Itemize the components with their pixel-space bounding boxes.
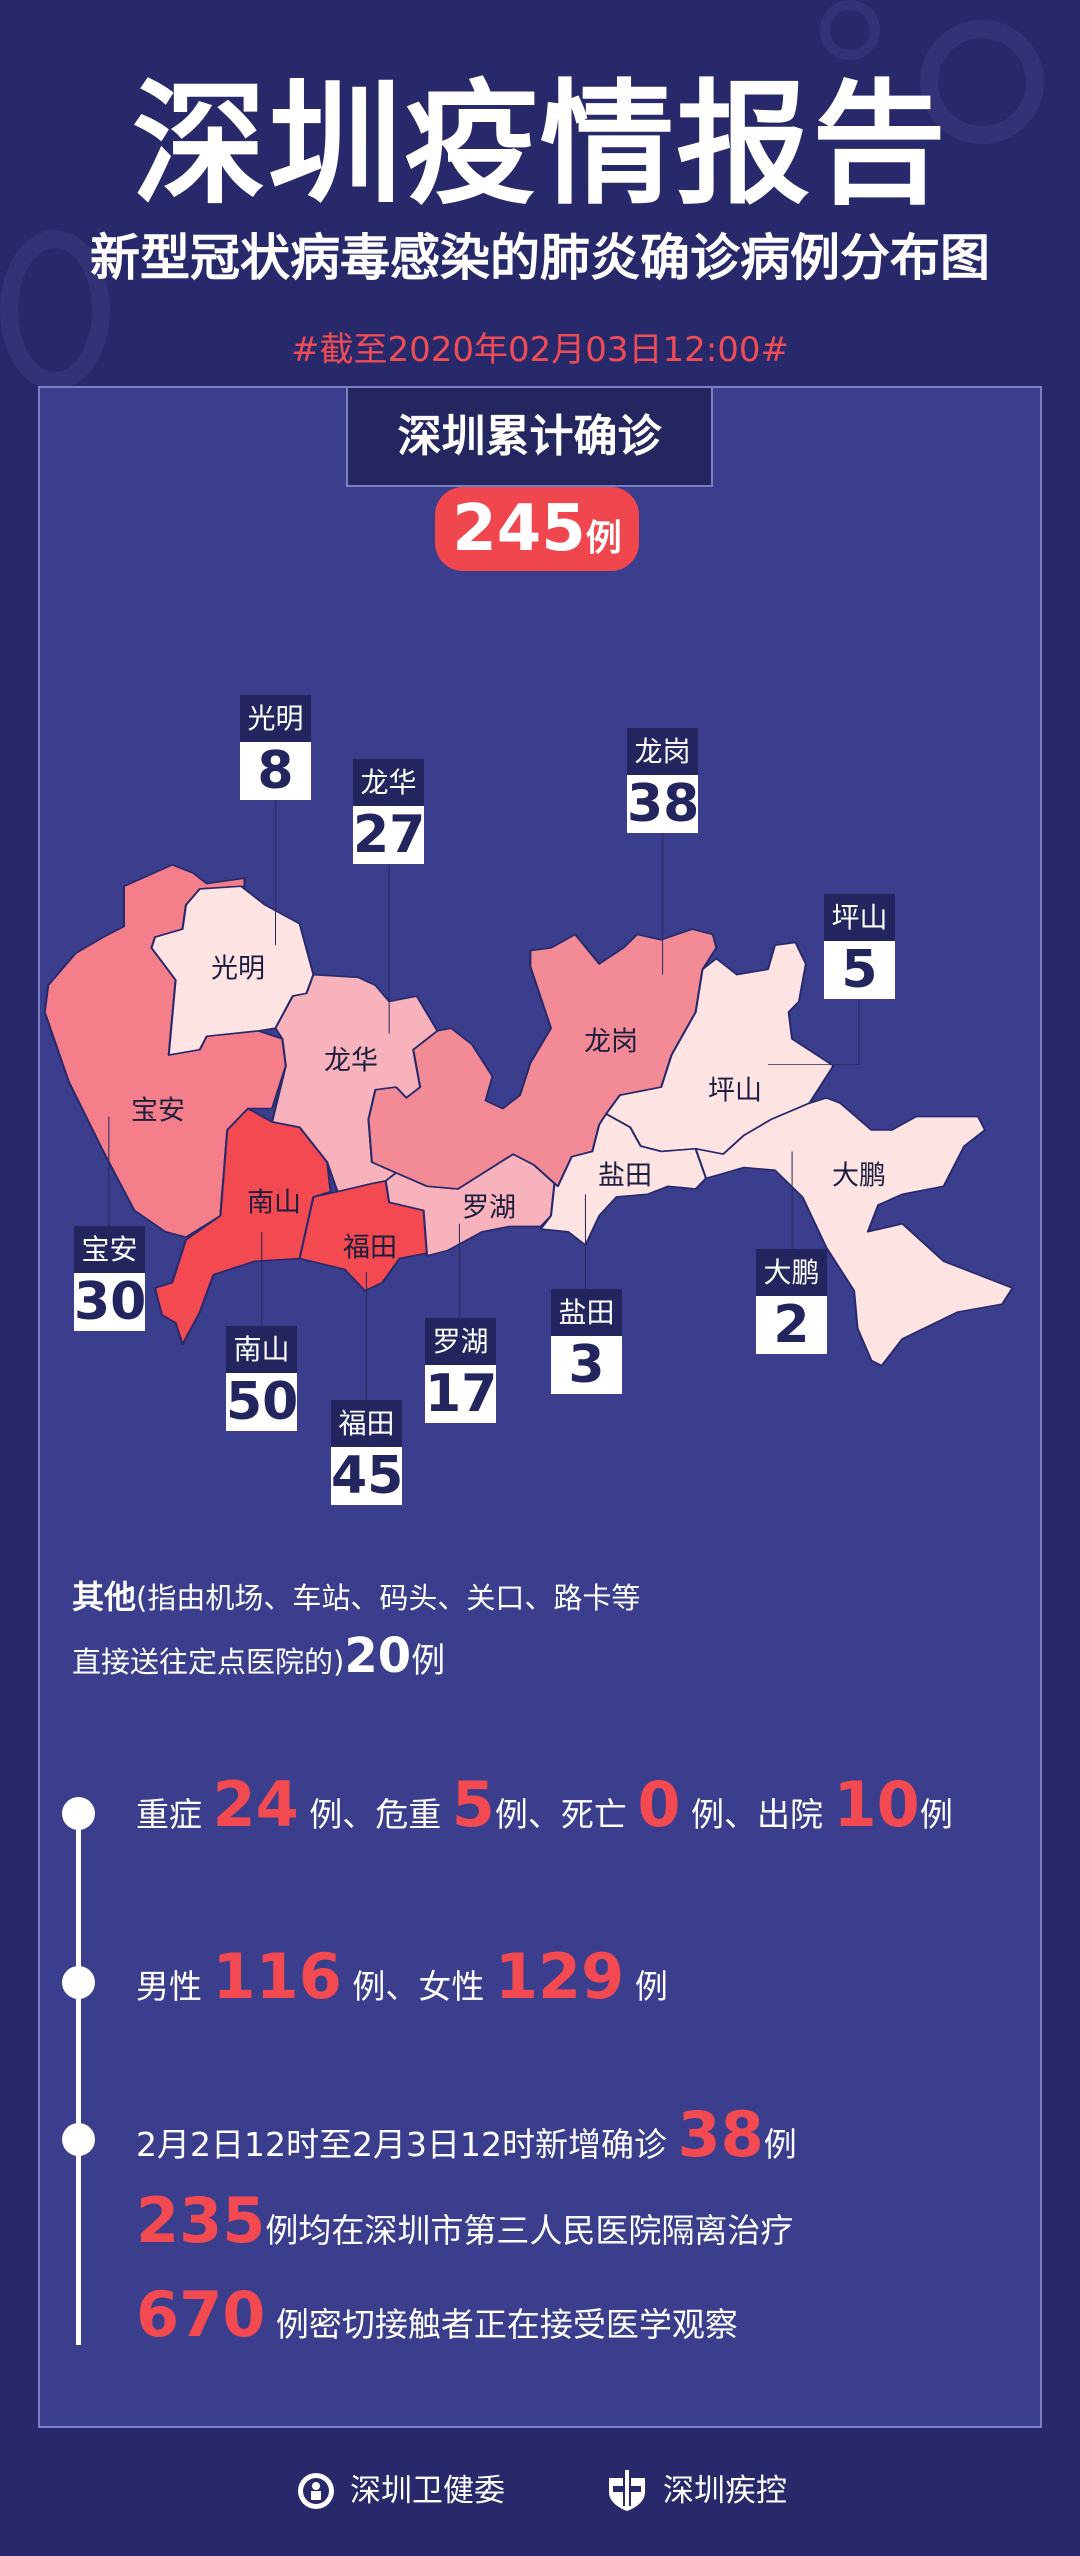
stat-value: 670 bbox=[136, 2278, 266, 2351]
stat-value: 5 bbox=[451, 1768, 495, 1841]
other-line2: 直接送往定点医院的) bbox=[72, 1645, 345, 1679]
district-shape-nanshan[interactable] bbox=[153, 1107, 332, 1346]
callout-name: 罗湖 bbox=[425, 1318, 496, 1365]
callout-count: 30 bbox=[74, 1272, 147, 1332]
timeline-dot bbox=[62, 1797, 95, 1830]
timeline-dot bbox=[62, 1966, 95, 1999]
callout-count: 45 bbox=[331, 1446, 404, 1506]
callout-count: 3 bbox=[551, 1336, 622, 1394]
district-map bbox=[43, 800, 1014, 1401]
callout-count: 2 bbox=[756, 1296, 827, 1354]
callout-name: 大鹏 bbox=[756, 1249, 827, 1296]
callout-longgang: 龙岗 38 bbox=[627, 728, 700, 834]
callout-longhua: 龙华 27 bbox=[353, 759, 426, 865]
stat-text: 例 bbox=[919, 1795, 953, 1834]
stat-value: 10 bbox=[833, 1768, 920, 1841]
callout-name: 光明 bbox=[240, 695, 311, 742]
stat-text: 男性 bbox=[136, 1967, 213, 2006]
callout-count: 17 bbox=[425, 1364, 498, 1424]
total-label: 深圳累计确诊 bbox=[346, 386, 713, 487]
map-label-nanshan: 南山 bbox=[247, 1187, 301, 1219]
stat-text: 例、出院 bbox=[680, 1795, 834, 1834]
stat-value: 129 bbox=[494, 1940, 625, 2013]
footer-org2-label: 深圳疾控 bbox=[663, 2473, 787, 2509]
total-value: 245 bbox=[452, 492, 586, 566]
stat-text: 例 bbox=[624, 1967, 668, 2006]
other-unit: 例 bbox=[411, 1641, 446, 1681]
emblem-icon bbox=[298, 2473, 334, 2509]
page-title: 深圳疫情报告 bbox=[131, 67, 948, 223]
callout-baoan: 宝安 30 bbox=[74, 1226, 147, 1332]
callout-luohu: 罗湖 17 bbox=[425, 1318, 498, 1424]
callout-guangming: 光明 8 bbox=[240, 695, 311, 800]
report-panel bbox=[38, 386, 1042, 2428]
callout-name: 龙华 bbox=[353, 759, 424, 806]
map-label-longgang: 龙岗 bbox=[584, 1026, 638, 1058]
stat-text: 例、女性 bbox=[341, 1967, 495, 2006]
leader-line-pingshan bbox=[767, 998, 860, 1066]
district-shape-dapeng[interactable] bbox=[694, 1097, 1014, 1367]
stat-value: 38 bbox=[677, 2098, 764, 2171]
map-label-yantian: 盐田 bbox=[598, 1160, 652, 1192]
stat-row-gender: 男性 116 例、女性 129 例 bbox=[136, 1942, 668, 2022]
report-date: #截至2020年02月03日12:00# bbox=[290, 330, 789, 370]
callout-name: 盐田 bbox=[551, 1289, 622, 1336]
footer: 深圳卫健委 深圳疾控 bbox=[0, 2466, 1080, 2516]
total-unit: 例 bbox=[585, 518, 622, 559]
callout-count: 27 bbox=[353, 805, 426, 865]
map-label-futian: 福田 bbox=[343, 1232, 397, 1264]
stat-text: 例 bbox=[763, 2125, 797, 2164]
map-label-longhua: 龙华 bbox=[324, 1045, 378, 1077]
other-label: 其他 bbox=[72, 1578, 137, 1616]
shield-cross-icon bbox=[609, 2470, 645, 2511]
virus-decoration bbox=[820, 0, 880, 60]
timeline-dot bbox=[62, 2123, 95, 2156]
footer-org-health-commission: 深圳卫健委 bbox=[296, 2466, 505, 2516]
callout-dapeng: 大鹏 2 bbox=[756, 1249, 827, 1354]
stat-value: 24 bbox=[212, 1768, 299, 1841]
stat-value: 235 bbox=[136, 2184, 266, 2257]
callout-yantian: 盐田 3 bbox=[551, 1289, 622, 1394]
timeline-line bbox=[76, 1813, 81, 2345]
stat-row-close-contacts: 670 例密切接触者正在接受医学观察 bbox=[136, 2280, 738, 2360]
stat-text: 例、死亡 bbox=[494, 1795, 638, 1834]
stat-text: 2月2日12时至2月3日12时新增确诊 bbox=[136, 2125, 678, 2164]
stat-text: 例、危重 bbox=[298, 1795, 452, 1834]
stat-row-severity: 重症 24 例、危重 5例、死亡 0 例、出院 10例 bbox=[136, 1770, 953, 1850]
map-label-guangming: 光明 bbox=[211, 953, 265, 985]
stat-row-isolation: 235例均在深圳市第三人民医院隔离治疗 bbox=[136, 2186, 793, 2266]
other-line1: (指由机场、车站、码头、关口、路卡等 bbox=[136, 1581, 641, 1615]
footer-org1-label: 深圳卫健委 bbox=[350, 2473, 505, 2509]
callout-count: 50 bbox=[226, 1372, 299, 1432]
other-value: 20 bbox=[344, 1628, 412, 1684]
callout-name: 宝安 bbox=[74, 1226, 145, 1273]
callout-count: 38 bbox=[627, 774, 700, 834]
callout-name: 龙岗 bbox=[627, 728, 698, 775]
callout-name: 南山 bbox=[226, 1326, 297, 1373]
callout-pingshan: 坪山 5 bbox=[824, 894, 895, 999]
stat-text: 例密切接触者正在接受医学观察 bbox=[265, 2305, 738, 2344]
stat-value: 116 bbox=[212, 1940, 342, 2013]
callout-count: 8 bbox=[240, 742, 311, 800]
callout-name: 坪山 bbox=[824, 894, 895, 941]
stat-row-new-cases: 2月2日12时至2月3日12时新增确诊 38例 bbox=[136, 2100, 797, 2180]
callout-futian: 福田 45 bbox=[331, 1400, 404, 1506]
callout-count: 5 bbox=[824, 941, 895, 999]
map-label-baoan: 宝安 bbox=[131, 1095, 185, 1127]
page-subtitle: 新型冠状病毒感染的肺炎确诊病例分布图 bbox=[90, 229, 990, 287]
map-label-pingshan: 坪山 bbox=[708, 1075, 762, 1107]
map-label-dapeng: 大鹏 bbox=[832, 1160, 886, 1192]
callout-name: 福田 bbox=[331, 1400, 402, 1447]
stat-text: 例均在深圳市第三人民医院隔离治疗 bbox=[265, 2211, 794, 2250]
district-shape-yantian[interactable] bbox=[539, 1113, 708, 1246]
callout-nanshan: 南山 50 bbox=[226, 1326, 299, 1432]
total-badge: 245例 bbox=[435, 487, 639, 571]
footer-org-cdc: 深圳疾控 bbox=[605, 2466, 787, 2516]
stat-text: 重症 bbox=[136, 1795, 213, 1834]
stat-value: 0 bbox=[637, 1768, 681, 1841]
map-label-luohu: 罗湖 bbox=[462, 1192, 516, 1224]
other-cases-note: 其他(指由机场、车站、码头、关口、路卡等 直接送往定点医院的)20例 bbox=[72, 1568, 640, 1691]
